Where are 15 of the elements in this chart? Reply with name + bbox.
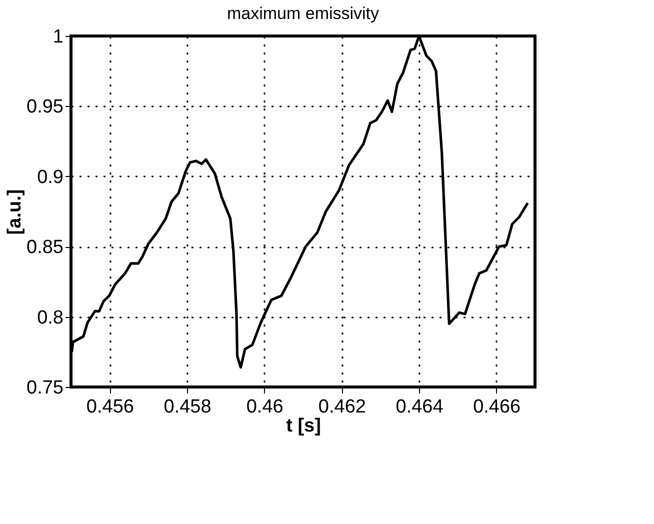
y-tick-label: 0.8 [37,307,64,328]
x-tick-label: 0.456 [86,396,134,418]
x-tick-label: 0.458 [164,396,212,418]
x-tick-label: 0.466 [473,396,521,418]
y-axis-title: [a.u.] [4,189,26,235]
y-tick-label: 0.75 [26,378,64,398]
x-tick-label: 0.464 [396,396,444,418]
chart-title: maximum emissivity [226,4,380,23]
x-axis-title: t [s] [286,416,321,436]
x-tick-label: 0.46 [246,396,284,418]
y-tick-label: 0.9 [37,166,64,188]
y-tick-label: 0.95 [26,96,64,118]
y-tick-label: 0.85 [26,237,64,258]
x-tick-label: 0.462 [318,396,366,418]
y-tick-label: 1 [52,26,64,48]
